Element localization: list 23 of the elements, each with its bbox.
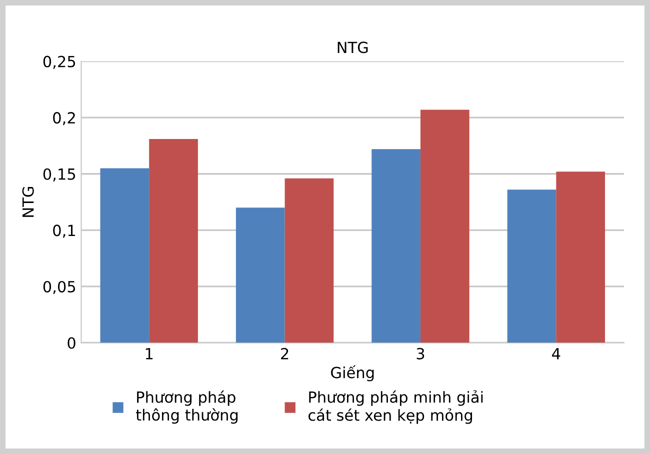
x-axis-title: Giếng xyxy=(331,365,374,382)
bar xyxy=(149,138,198,343)
x-tick-label: 4 xyxy=(552,348,560,360)
y-tick-label: 0,15 xyxy=(43,168,76,182)
x-tick-label: 2 xyxy=(281,348,288,360)
bar xyxy=(507,190,556,343)
bar xyxy=(372,149,420,343)
y-tick-label: 0,1 xyxy=(53,224,75,238)
bar xyxy=(556,172,606,343)
y-tick-label: 0,05 xyxy=(43,280,76,294)
x-tick-label: 1 xyxy=(146,348,153,360)
y-tick-label: 0,2 xyxy=(53,112,75,126)
legend-label: Phương pháp minh giải cát sét xen kẹp mỏng xyxy=(308,390,483,424)
y-tick-label: 0,25 xyxy=(43,56,76,69)
bar xyxy=(284,178,334,343)
y-axis-title: NTG xyxy=(22,186,34,217)
chart-title: NTG xyxy=(338,42,368,54)
bar xyxy=(100,168,150,343)
x-tick-label: 3 xyxy=(416,348,424,360)
bar xyxy=(420,110,470,343)
y-tick-label: 0 xyxy=(68,337,76,349)
legend-label: Phương pháp thông thường xyxy=(136,390,238,424)
bar xyxy=(236,208,285,343)
